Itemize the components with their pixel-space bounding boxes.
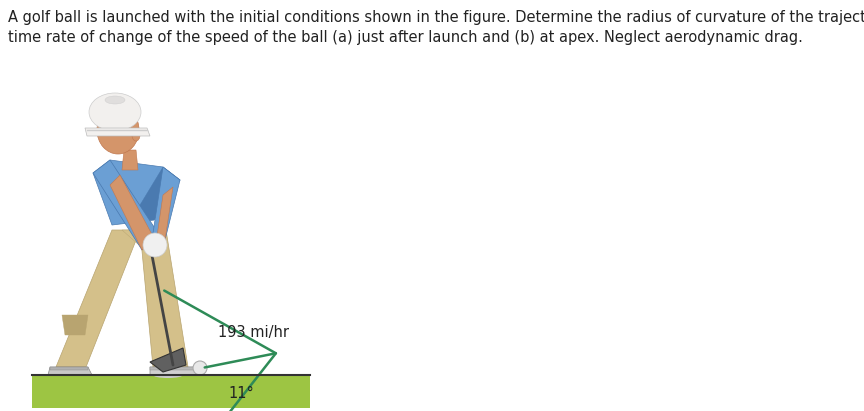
Polygon shape [150, 348, 186, 372]
Ellipse shape [89, 93, 141, 131]
Polygon shape [93, 160, 180, 225]
Ellipse shape [97, 106, 139, 154]
Polygon shape [140, 230, 188, 367]
Polygon shape [122, 150, 138, 170]
Text: 193 mi/hr: 193 mi/hr [218, 325, 289, 340]
Polygon shape [150, 367, 198, 375]
Polygon shape [155, 187, 173, 250]
Circle shape [143, 233, 167, 257]
Polygon shape [150, 167, 180, 253]
Polygon shape [48, 367, 92, 375]
Polygon shape [50, 367, 88, 370]
Polygon shape [122, 230, 166, 245]
Polygon shape [93, 160, 158, 250]
Polygon shape [150, 367, 196, 370]
Ellipse shape [153, 372, 183, 378]
Polygon shape [137, 167, 180, 220]
Ellipse shape [132, 129, 140, 141]
Circle shape [193, 361, 207, 375]
Text: time rate of change of the speed of the ball (a) just after launch and (b) at ap: time rate of change of the speed of the … [8, 30, 803, 45]
Polygon shape [110, 175, 155, 250]
Ellipse shape [105, 96, 125, 104]
Polygon shape [32, 375, 310, 408]
Polygon shape [56, 230, 140, 367]
Text: 11°: 11° [228, 386, 254, 401]
Polygon shape [62, 315, 88, 335]
Text: A golf ball is launched with the initial conditions shown in the figure. Determi: A golf ball is launched with the initial… [8, 10, 864, 25]
Polygon shape [85, 128, 150, 136]
